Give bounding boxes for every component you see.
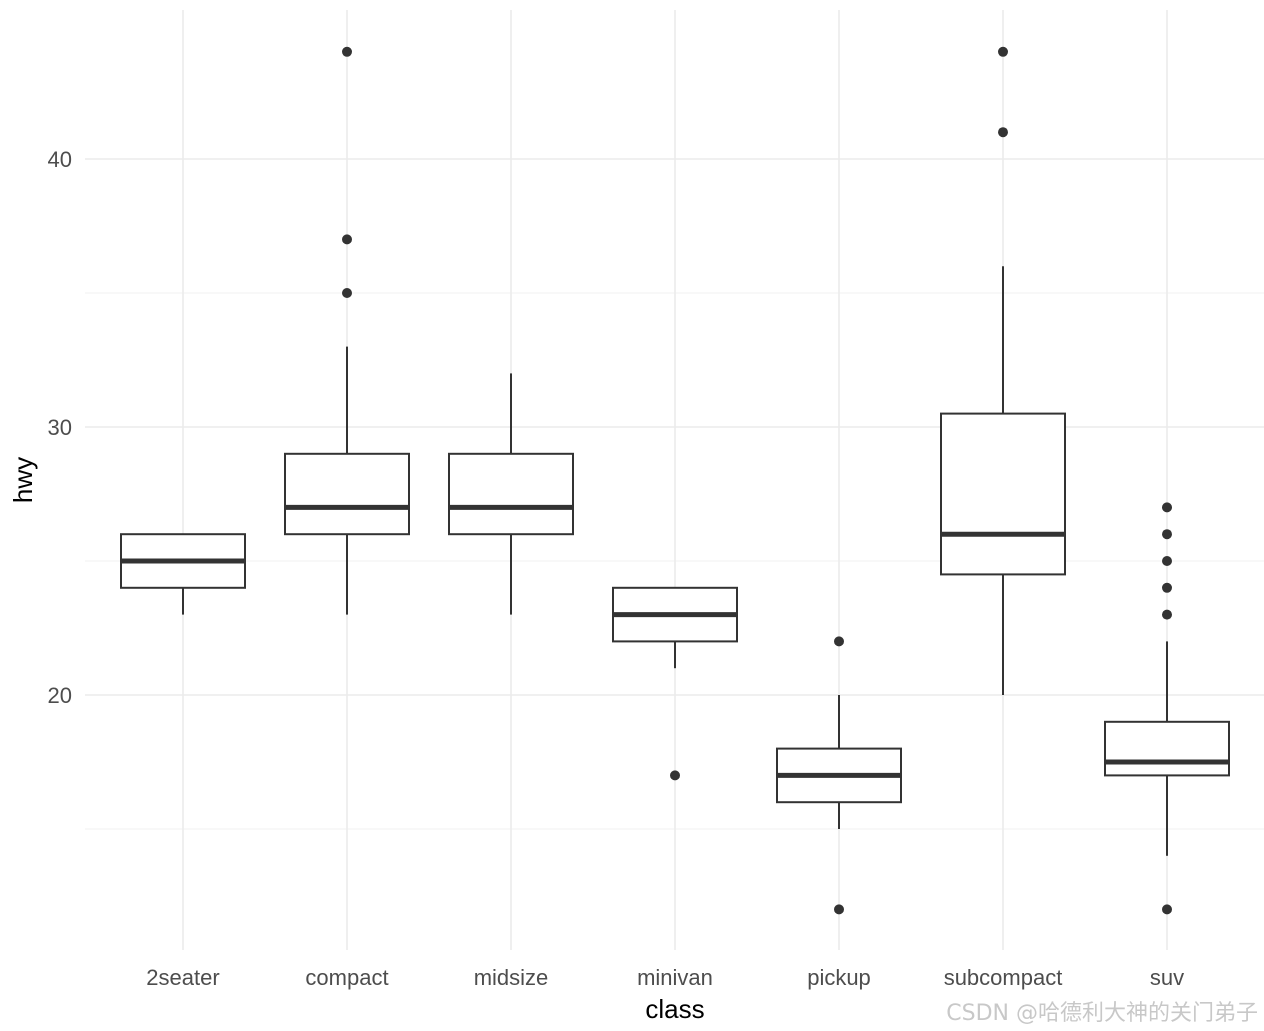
- x-tick-label: compact: [305, 965, 388, 990]
- y-tick-label: 40: [48, 147, 72, 172]
- outlier-point: [1162, 582, 1172, 593]
- outlier-point: [998, 127, 1008, 138]
- outlier-point: [834, 636, 844, 647]
- outlier-point: [1162, 556, 1172, 566]
- y-tick-label: 20: [48, 683, 72, 708]
- x-axis-label: class: [645, 994, 704, 1024]
- watermark-text: CSDN @哈德利大神的关门弟子: [946, 1001, 1258, 1026]
- box-pickup: [776, 636, 902, 915]
- outlier-point: [342, 46, 352, 57]
- outlier-point: [1162, 609, 1172, 620]
- box-iqr: [1104, 720, 1230, 777]
- box-suv: [1104, 502, 1230, 915]
- box-iqr: [284, 452, 410, 536]
- outlier-point: [1162, 529, 1172, 540]
- y-tick-label: 30: [48, 415, 72, 440]
- outlier-point: [1162, 904, 1172, 915]
- outlier-point: [1162, 502, 1172, 513]
- y-tick-labels: 20 30 40: [48, 147, 72, 708]
- grid-lines: [85, 10, 1264, 950]
- x-tick-label: suv: [1150, 965, 1184, 990]
- x-tick-label: pickup: [807, 965, 871, 990]
- box-subcompact: [940, 46, 1066, 695]
- x-tick-label: subcompact: [944, 965, 1063, 990]
- x-tick-label: minivan: [637, 965, 713, 990]
- y-axis-label: hwy: [8, 457, 38, 503]
- box-iqr: [940, 412, 1066, 576]
- box-2seater: [120, 533, 246, 615]
- box-series: [120, 46, 1230, 915]
- outlier-point: [670, 770, 680, 781]
- box-iqr: [448, 452, 574, 536]
- outlier-point: [342, 288, 352, 298]
- x-tick-label: midsize: [474, 965, 549, 990]
- box-minivan: [612, 586, 738, 781]
- outlier-point: [834, 904, 844, 915]
- outlier-point: [998, 46, 1008, 57]
- box-compact: [284, 46, 410, 615]
- outlier-point: [342, 234, 352, 245]
- x-tick-label: 2seater: [146, 965, 219, 990]
- x-tick-labels: 2seater compact midsize minivan pickup subcom…: [146, 965, 1184, 990]
- box-midsize: [448, 373, 574, 615]
